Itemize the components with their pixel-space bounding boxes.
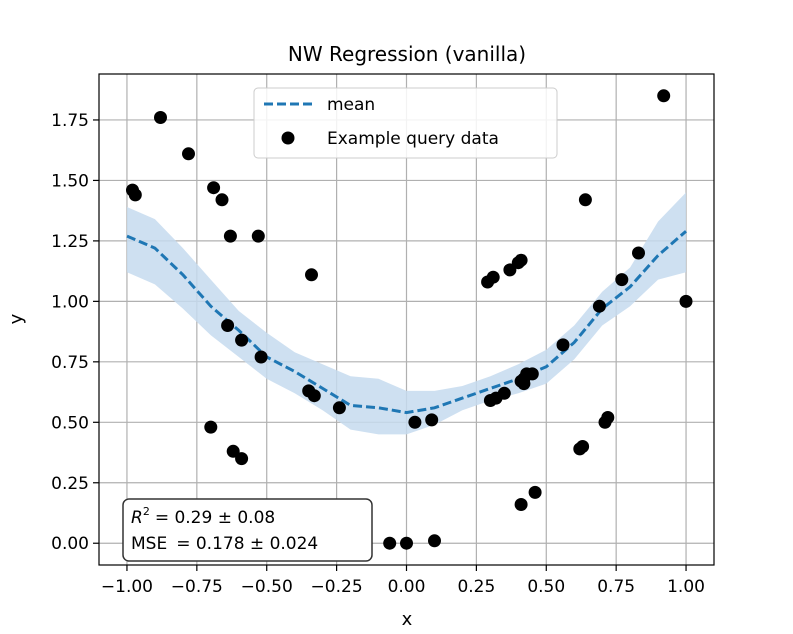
x-tick-label: 0.75	[597, 577, 635, 597]
query-point	[601, 411, 615, 424]
query-point	[514, 253, 528, 267]
x-tick-label: 1.00	[667, 577, 705, 597]
stats-box-frame	[122, 498, 373, 562]
x-tick-label: −0.50	[241, 577, 293, 597]
query-point	[556, 338, 570, 352]
query-point	[226, 444, 240, 458]
mse-stat: MSE = 0.178 ± 0.024	[131, 534, 318, 554]
stats-box: R2 = 0.29 ± 0.08 MSE = 0.178 ± 0.024	[122, 498, 373, 562]
query-point	[483, 394, 497, 407]
query-point	[657, 89, 671, 103]
query-point	[305, 268, 318, 282]
query-point	[128, 188, 142, 202]
query-point	[215, 193, 229, 207]
query-point	[154, 111, 167, 124]
confidence-band-layer	[127, 192, 686, 435]
query-point	[223, 229, 237, 243]
r2-symbol: R	[131, 508, 143, 528]
query-point	[486, 270, 500, 284]
query-point	[307, 389, 321, 403]
legend-mean-label: mean	[327, 95, 375, 115]
query-point	[332, 401, 346, 415]
r2-value: = 0.29 ± 0.08	[155, 508, 275, 528]
x-tick-label: 0.25	[457, 577, 495, 597]
x-tick-label: 0.50	[527, 577, 565, 597]
query-points-layer	[126, 89, 693, 550]
query-point	[254, 350, 268, 364]
query-point	[383, 536, 397, 550]
mean-line-layer	[126, 230, 687, 415]
query-point	[400, 536, 413, 550]
query-point	[576, 440, 590, 453]
chart-title: NW Regression (vanilla)	[288, 42, 526, 66]
y-tick-label: 0.50	[51, 413, 89, 433]
confidence-band	[127, 192, 686, 435]
y-tick-label: 1.00	[51, 292, 89, 312]
x-tick-label: −0.75	[171, 577, 223, 597]
query-point	[182, 147, 195, 161]
mean-line	[126, 230, 687, 415]
r2-stat: R2 = 0.29 ± 0.08	[131, 505, 275, 528]
y-tick-label: 0.75	[51, 353, 89, 373]
y-axis-label: y	[6, 313, 27, 324]
x-tick-label: −0.25	[311, 577, 363, 597]
mse-label: MSE	[131, 534, 167, 554]
query-point	[592, 299, 606, 313]
legend-query-label: Example query data	[327, 129, 499, 149]
legend: mean Example query data	[253, 87, 558, 159]
y-tick-label: 1.75	[51, 111, 89, 131]
query-point	[235, 333, 249, 347]
y-tick-label: 1.50	[51, 171, 89, 191]
query-point	[428, 534, 441, 548]
query-point	[408, 415, 422, 429]
y-tick-label: 0.00	[51, 534, 89, 554]
y-tick-label: 0.25	[51, 474, 89, 494]
query-point	[204, 420, 218, 434]
mse-value: = 0.178 ± 0.024	[176, 534, 318, 554]
query-point	[632, 246, 645, 260]
query-point	[578, 193, 592, 207]
y-tick-label: 1.25	[51, 232, 89, 252]
query-point	[235, 452, 249, 466]
query-point	[425, 413, 439, 427]
x-tick-label: 0.00	[388, 577, 426, 597]
query-point	[221, 319, 235, 332]
legend-query-swatch	[281, 131, 295, 145]
query-point	[525, 367, 539, 381]
ticks: −1.00 −0.75 −0.50 −0.25 0.00 0.25 0.50 0.75 1.00…	[51, 111, 705, 597]
query-point	[615, 273, 629, 287]
x-tick-label: −1.00	[101, 577, 153, 597]
query-point	[514, 498, 528, 511]
query-point	[528, 485, 542, 499]
query-point	[251, 229, 265, 243]
x-axis-label: x	[402, 609, 413, 630]
query-point	[679, 294, 693, 308]
r2-exponent: 2	[143, 505, 150, 518]
query-point	[207, 181, 221, 195]
legend-box	[253, 87, 558, 159]
